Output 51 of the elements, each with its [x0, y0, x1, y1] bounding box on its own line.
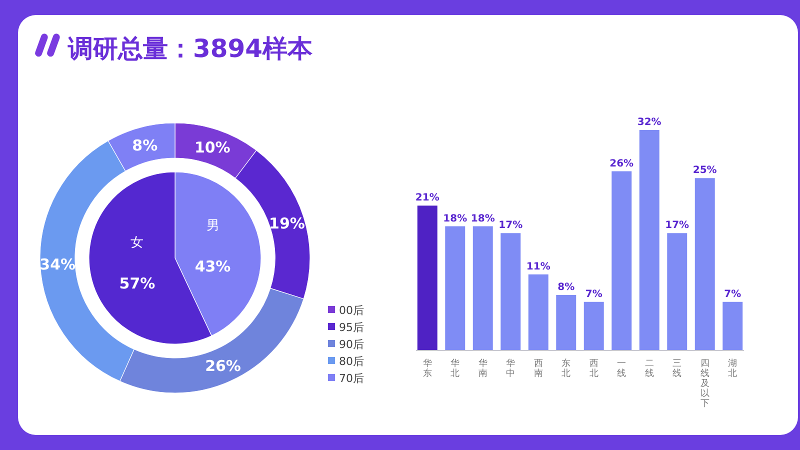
- data-label: 32%: [637, 117, 662, 128]
- slice-label: 女: [130, 235, 144, 250]
- chart-title: 调研总量：3894样本: [67, 34, 314, 63]
- x-tick-label: 一线: [617, 359, 626, 379]
- data-label: 57%: [119, 274, 156, 292]
- data-label: 11%: [526, 261, 550, 272]
- bar: [500, 233, 521, 350]
- data-label: 26%: [205, 357, 241, 376]
- legend-label: 90后: [339, 338, 364, 351]
- data-label: 26%: [610, 158, 634, 170]
- data-label: 18%: [443, 213, 468, 224]
- bar: [584, 302, 604, 350]
- slice-label: 男: [206, 218, 220, 234]
- data-label: 21%: [415, 192, 440, 204]
- x-tick-label: 四线及以下: [700, 359, 710, 409]
- bar: [694, 178, 715, 350]
- data-label: 19%: [269, 214, 305, 232]
- data-label: 7%: [585, 288, 602, 300]
- data-label: 18%: [470, 213, 495, 224]
- x-tick-label: 三线: [672, 359, 682, 379]
- legend-label: 95后: [339, 321, 364, 334]
- legend-label: 70后: [339, 372, 364, 385]
- x-tick-label: 西北: [589, 359, 598, 379]
- legend-label: 80后: [339, 355, 364, 368]
- x-tick-label: 二线: [644, 359, 654, 379]
- bar: [528, 274, 548, 350]
- data-label: 8%: [558, 282, 575, 293]
- data-label: 43%: [194, 258, 231, 276]
- bar: [556, 295, 576, 350]
- bar: [417, 206, 438, 350]
- bar: [472, 226, 493, 350]
- data-label: 10%: [194, 138, 230, 157]
- x-tick-label: 华东: [422, 358, 432, 379]
- data-label: 17%: [498, 220, 523, 232]
- bar: [667, 233, 688, 350]
- bar: [722, 302, 743, 350]
- data-label: 34%: [40, 256, 76, 274]
- legend-label: 00后: [339, 304, 364, 317]
- x-tick-label: 湖北: [728, 358, 738, 379]
- x-tick-label: 东北: [562, 358, 571, 379]
- bar: [639, 130, 660, 350]
- data-label: 17%: [665, 220, 690, 232]
- data-label: 25%: [692, 165, 717, 176]
- x-tick-label: 华北: [450, 358, 460, 379]
- data-label: 7%: [724, 288, 742, 300]
- data-label: 8%: [132, 136, 158, 154]
- bar: [612, 171, 632, 350]
- bar: [445, 226, 466, 350]
- x-tick-label: 西南: [534, 359, 543, 379]
- x-tick-label: 华南: [478, 358, 488, 379]
- x-tick-label: 华中: [506, 358, 516, 379]
